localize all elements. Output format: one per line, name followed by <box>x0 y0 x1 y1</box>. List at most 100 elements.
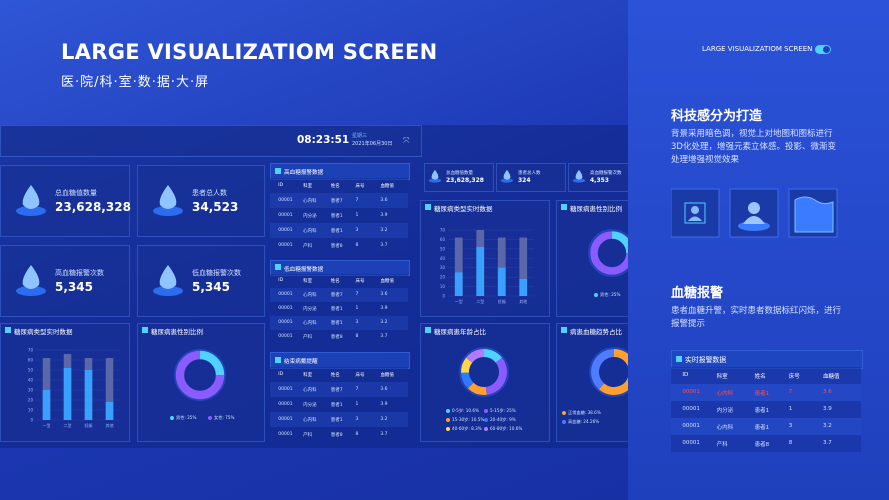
stat-icon <box>159 265 177 289</box>
table-cell: 心内科 <box>303 417 317 423</box>
x-tick-label: 其他 <box>106 422 114 428</box>
stat-label: 总血糖值数量 <box>446 171 473 176</box>
table-row <box>270 302 408 316</box>
stat-label: 患者总人数 <box>192 189 227 197</box>
donut-shadow <box>589 347 628 397</box>
table-cell: 00001 <box>278 401 293 407</box>
chart <box>459 347 509 397</box>
bar <box>476 246 485 296</box>
table-cell: 00001 <box>278 320 293 326</box>
donut-segment <box>175 350 225 400</box>
bar <box>84 370 93 420</box>
table-cell: 患者1 <box>330 402 343 408</box>
donut-segment <box>611 231 628 254</box>
table-cell: 8 <box>788 440 793 447</box>
stat-label: 总血糖值数量 <box>55 189 97 197</box>
chart <box>275 167 281 174</box>
legend-label: 正常血糖: 38.6% <box>568 410 601 415</box>
table-icon <box>275 356 281 363</box>
section-title: 血糖报警 <box>671 286 724 301</box>
legend-label: 女性: 75% <box>214 415 235 420</box>
y-tick-label: 60 <box>28 358 34 363</box>
table-row <box>270 193 408 208</box>
table-row <box>270 223 408 238</box>
donut-segment <box>465 349 485 363</box>
table-cell: 产科 <box>716 442 728 449</box>
stat-value: 23,628,328 <box>55 200 131 214</box>
donut-segment <box>461 357 473 373</box>
section-text: 背景采用暗色调，视觉上对地图和图标进行3D化处理，增强元素立体感。投影、微渐变处… <box>671 129 836 165</box>
column-header: ID <box>278 278 284 284</box>
donut-segment <box>591 349 615 390</box>
table-icon <box>676 355 682 362</box>
table-cell: 患者8 <box>330 432 343 438</box>
column-header: 姓名 <box>330 279 340 285</box>
legend-dot <box>446 409 450 413</box>
table-row <box>270 238 408 253</box>
y-tick-label: 30 <box>28 388 34 393</box>
chart <box>588 229 628 277</box>
table-row <box>270 288 408 302</box>
table-cell: 产科 <box>303 335 313 341</box>
panel-icon <box>142 327 148 333</box>
table-cell: 心内科 <box>303 387 317 393</box>
stat-card <box>0 165 130 237</box>
table-cell: 7 <box>355 292 359 298</box>
table-row <box>671 384 861 401</box>
chart <box>153 185 183 216</box>
stat-value: 5,345 <box>192 280 230 294</box>
table-cell: 心内科 <box>303 293 317 299</box>
table-cell: 心内科 <box>303 198 317 204</box>
table-cell: 3 <box>788 423 793 430</box>
stat-label: 高血糖报警次数 <box>55 269 104 277</box>
column-header: 姓名 <box>330 183 340 189</box>
stat-value: 324 <box>518 177 531 184</box>
table-cell: 3.7 <box>380 431 388 437</box>
panel-icon <box>561 204 567 210</box>
stat-card <box>137 245 265 317</box>
table-cell: 8 <box>355 334 359 340</box>
panel-title: 糖尿病患年龄占比 <box>434 328 486 336</box>
table-row <box>270 274 408 288</box>
chart <box>561 327 567 333</box>
table-cell: 患者1 <box>330 417 343 423</box>
column-header: 血糖值 <box>823 374 840 381</box>
stat-icon <box>16 206 46 216</box>
icon-row <box>671 188 838 238</box>
table-row <box>671 418 861 435</box>
panel-icon <box>5 327 11 333</box>
panel-icon <box>425 327 431 333</box>
stat-value: 4,353 <box>590 177 609 184</box>
y-tick-label: 70 <box>28 348 34 353</box>
donut-segment <box>483 349 503 363</box>
chart <box>153 265 183 296</box>
table-icon <box>275 167 281 174</box>
table-row <box>270 330 408 344</box>
table-cell: 00001 <box>682 423 700 430</box>
table-cell: 3.7 <box>380 334 388 340</box>
bar <box>519 279 528 296</box>
y-tick-label: 30 <box>440 265 446 270</box>
table-row <box>671 401 861 418</box>
donut-shadow <box>174 349 226 401</box>
table-cell: 00001 <box>682 389 700 396</box>
table-cell: 3.7 <box>823 440 832 447</box>
table-cell: 3.9 <box>380 401 388 407</box>
stat-icon <box>159 185 177 209</box>
y-tick-label: 10 <box>28 408 34 413</box>
legend-dot <box>446 418 450 422</box>
x-tick-label: 其他 <box>519 298 527 304</box>
bar <box>42 358 51 420</box>
table-row <box>270 367 408 382</box>
table-cell: 患者1 <box>330 213 343 219</box>
table-cell: 00001 <box>278 306 293 312</box>
side-caption: LARGE VISUALIZATIOM SCREEN <box>702 45 813 53</box>
y-tick-label: 40 <box>440 256 446 261</box>
donut-segment <box>590 231 628 275</box>
stat-icon <box>428 178 442 183</box>
bar <box>519 237 528 296</box>
column-header: 血糖值 <box>380 183 394 189</box>
table-row <box>270 178 408 193</box>
stat-label: 高血糖报警次数 <box>590 171 622 176</box>
column-header: ID <box>278 182 284 188</box>
